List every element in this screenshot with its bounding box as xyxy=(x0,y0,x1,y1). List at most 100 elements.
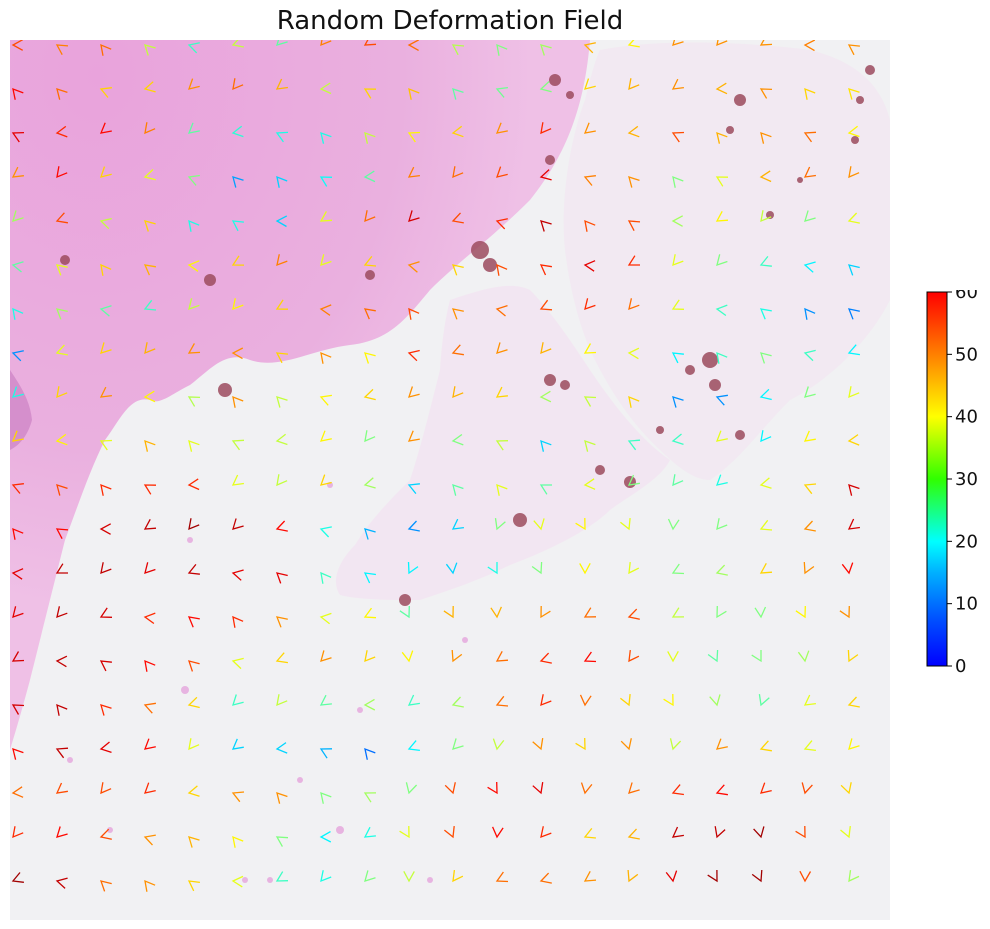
quiver-arrow xyxy=(364,747,376,760)
quiver-arrow xyxy=(319,304,332,316)
quiver-arrow xyxy=(490,606,502,619)
quiver-arrow xyxy=(539,299,553,311)
quiver-arrow xyxy=(276,254,288,267)
quiver-arrow xyxy=(232,395,244,408)
colorbar-tick-label: 0 xyxy=(955,656,966,677)
quiver-arrow xyxy=(671,826,684,838)
quiver-arrow xyxy=(55,433,68,446)
quiver-arrow xyxy=(11,430,24,442)
quiver-arrow xyxy=(407,520,420,532)
quiver-arrow xyxy=(364,650,376,663)
quiver-arrow xyxy=(584,439,596,452)
quiver-arrow xyxy=(671,563,685,575)
quiver-arrow xyxy=(56,386,68,399)
quiver-arrow xyxy=(275,78,288,90)
quiver-arrow xyxy=(671,433,684,446)
quiver-arrow xyxy=(667,650,679,663)
quiver-arrow xyxy=(583,607,597,618)
quiver-arrow xyxy=(144,439,156,452)
quiver-arrow xyxy=(840,826,851,839)
quiver-arrow xyxy=(319,176,333,187)
colorbar-tick-label: 60 xyxy=(955,290,978,303)
quiver-arrow xyxy=(452,484,464,496)
quiver-arrow xyxy=(11,786,24,798)
quiver-arrow xyxy=(627,869,639,883)
quiver-arrow xyxy=(847,434,860,446)
quiver-arrow xyxy=(716,351,728,364)
quiver-arrow xyxy=(848,870,860,883)
quiver-arrow xyxy=(187,396,201,407)
quiver-arrow xyxy=(408,87,420,100)
quiver-arrow xyxy=(760,210,772,223)
quiver-arrow xyxy=(583,343,597,354)
quiver-arrow xyxy=(847,264,860,276)
quiver-arrow xyxy=(232,298,244,311)
quiver-arrow xyxy=(401,650,414,663)
quiver-arrow xyxy=(803,561,815,575)
quiver-arrow xyxy=(55,528,69,540)
quiver-arrow xyxy=(320,791,332,804)
quiver-arrow xyxy=(671,78,684,90)
quiver-arrow xyxy=(627,255,640,266)
quiver-arrow xyxy=(760,430,772,443)
quiver-arrow xyxy=(231,738,244,750)
quiver-arrow xyxy=(275,616,288,628)
quiver-arrow xyxy=(12,747,24,760)
quiver-arrow xyxy=(143,264,157,276)
colorbar-tick-label: 30 xyxy=(955,469,978,490)
quiver-arrow xyxy=(628,562,640,575)
quiver-arrow xyxy=(100,483,112,496)
quiver-arrow xyxy=(803,483,817,495)
quiver-arrow xyxy=(275,352,288,364)
quiver-arrow xyxy=(539,484,552,495)
quiver-arrow xyxy=(628,650,640,663)
quiver-arrow xyxy=(671,131,685,143)
quiver-arrow xyxy=(363,308,376,320)
colorbar-tick-label: 40 xyxy=(955,407,978,428)
quiver-arrow xyxy=(188,439,200,452)
quiver-arrow xyxy=(628,782,640,794)
quiver-arrow xyxy=(575,517,586,531)
quiver-arrow xyxy=(715,82,728,95)
quiver-arrow xyxy=(11,704,25,715)
quiver-arrow xyxy=(539,872,552,884)
quiver-arrow xyxy=(803,166,816,178)
quiver-arrow xyxy=(715,564,728,576)
quiver-arrow xyxy=(11,651,25,662)
quiver-arrow xyxy=(841,562,854,575)
quiver-arrow xyxy=(187,478,200,491)
quiver-arrow xyxy=(408,210,420,222)
quiver-arrow xyxy=(55,782,69,794)
quiver-arrow xyxy=(495,304,508,317)
quiver-arrow xyxy=(451,649,463,663)
colorbar-tick-label: 50 xyxy=(955,344,978,365)
quiver-arrow xyxy=(187,563,200,575)
quiver-arrow xyxy=(628,395,640,408)
stromal-tissue-region xyxy=(10,40,590,750)
quiver-arrow xyxy=(803,430,816,442)
quiver-arrow xyxy=(803,740,816,752)
quiver-arrow xyxy=(444,782,456,795)
quiver-arrow xyxy=(99,741,112,754)
quiver-arrow xyxy=(707,649,719,663)
quiver-arrow xyxy=(803,261,816,273)
quiver-arrow xyxy=(583,175,596,186)
quiver-arrow xyxy=(363,255,377,267)
quiver-arrow xyxy=(231,125,244,138)
quiver-arrow xyxy=(12,826,24,839)
quiver-arrow xyxy=(760,352,772,364)
quiver-arrow xyxy=(495,122,508,134)
quiver-arrow xyxy=(451,212,464,224)
quiver-arrow xyxy=(99,828,112,840)
quiver-arrow xyxy=(539,81,552,93)
quiver-arrow xyxy=(583,396,597,407)
quiver-arrow xyxy=(487,562,498,575)
quiver-arrow xyxy=(627,474,641,486)
quiver-arrow xyxy=(539,169,552,181)
quiver-arrow xyxy=(319,474,332,486)
quiver-arrow xyxy=(319,612,332,625)
quiver-arrow xyxy=(628,176,640,188)
quiver-arrow xyxy=(275,299,289,310)
quiver-arrow xyxy=(143,390,156,403)
quiver-arrow xyxy=(847,344,860,356)
